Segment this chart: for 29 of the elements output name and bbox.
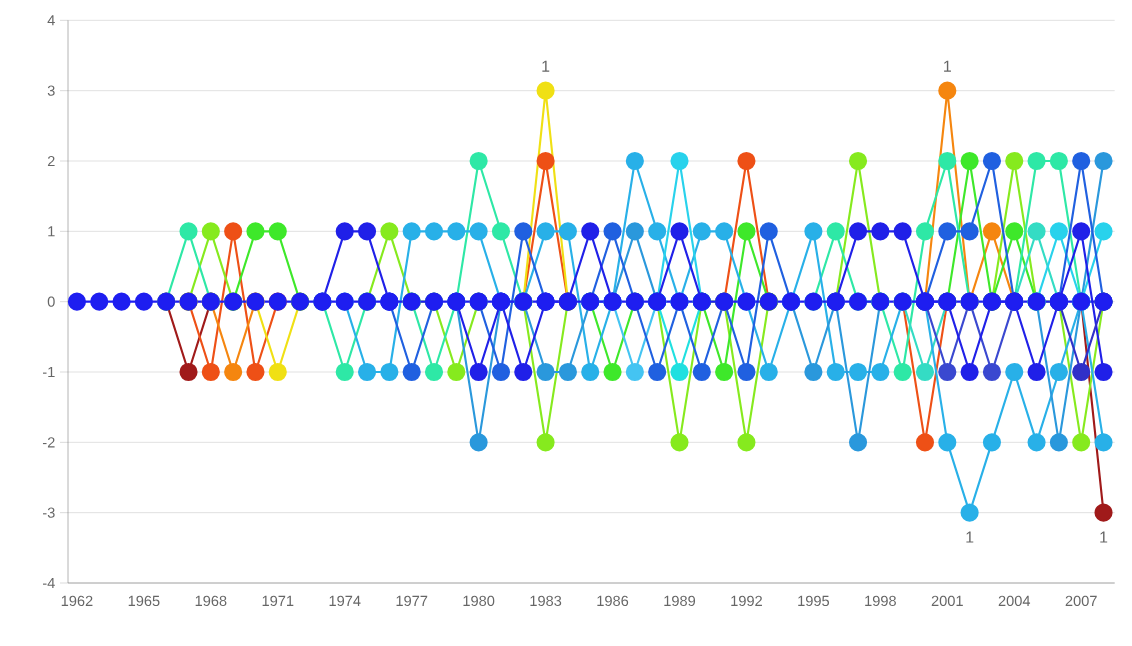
- x-tick-label: 2004: [998, 595, 1031, 607]
- y-tick-label: 3: [47, 85, 55, 96]
- x-tick-label: 1995: [798, 595, 830, 607]
- x-tick-label: 1977: [396, 595, 428, 607]
- y-tick-label: 1: [48, 226, 55, 237]
- x-tick-label: 2007: [1065, 595, 1097, 607]
- x-tick-label: 1962: [61, 595, 93, 607]
- y-tick-label: -1: [42, 366, 55, 378]
- y-tick-label: 4: [47, 15, 55, 26]
- y-tick-label: -2: [42, 437, 55, 448]
- x-tick-label: 1986: [597, 595, 629, 607]
- x-tick-label: 1998: [865, 595, 896, 607]
- x-tick-label: 1980: [463, 595, 495, 607]
- y-tick-label: 0: [47, 296, 55, 307]
- x-tick-label: 1971: [262, 595, 294, 607]
- y-tick-label: -3: [42, 507, 55, 518]
- annotation: 1: [966, 531, 974, 543]
- x-tick-label: 1974: [329, 595, 361, 607]
- x-tick-label: 1983: [530, 595, 562, 607]
- y-tick-label: 2: [47, 155, 55, 167]
- x-tick-label: 1968: [195, 595, 227, 607]
- x-tick-label: 2001: [931, 595, 963, 607]
- x-tick-label: 1965: [128, 595, 160, 607]
- y-tick-label: -4: [42, 577, 55, 589]
- annotation: 1: [542, 60, 550, 72]
- x-tick-label: 1989: [664, 595, 696, 607]
- annotation: 1: [1100, 531, 1108, 543]
- x-tick-label: 1992: [731, 595, 762, 607]
- annotation: 1: [944, 60, 951, 72]
